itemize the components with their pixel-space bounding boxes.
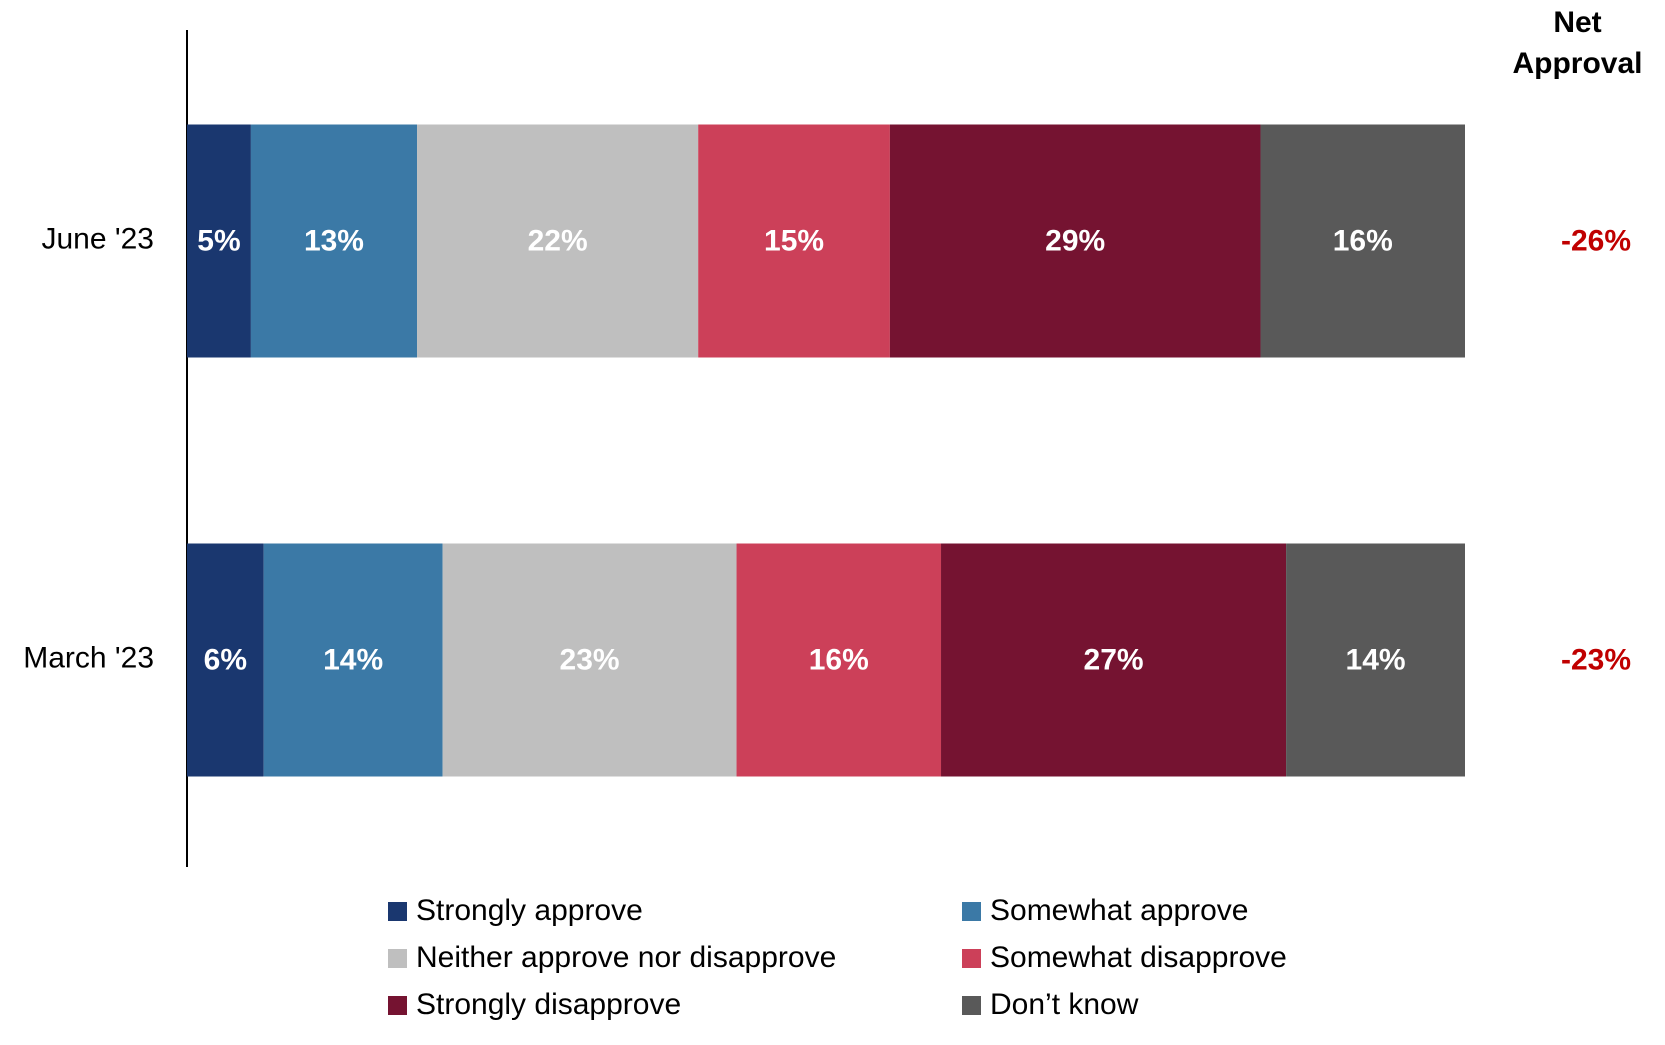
legend-item-strongly-disapprove: Strongly disapprove [388,988,681,1022]
data-label-june-23-strongly-disapprove: 29% [1045,225,1105,258]
legend-swatch-somewhat-disapprove [962,948,981,968]
bar-march-23-strongly-approve [187,543,264,777]
data-label-march-23-strongly-approve: 6% [204,644,247,677]
data-label-march-23-somewhat-disapprove: 16% [809,644,869,677]
bar-layer: 5% 13% 22% 15% 29% 16% 6% 14% 23% 16% 27% 14% [187,124,1465,777]
data-label-june-23-don-t-know: 16% [1333,225,1393,258]
legend-swatch-somewhat-approve [962,901,981,921]
bar-march-23-somewhat-disapprove [736,543,942,777]
legend-item-strongly-approve: Strongly approve [388,894,643,928]
bar-june-23-somewhat-disapprove [698,124,890,358]
net-approval-values: -26% -23% [1561,225,1631,677]
category-labels: June '23 March '23 [23,223,154,675]
legend-item-somewhat-approve: Somewhat approve [962,894,1249,928]
legend-label-somewhat-approve: Somewhat approve [990,894,1249,927]
bar-june-23-strongly-approve [187,124,251,358]
bar-june-23-strongly-disapprove [889,124,1261,358]
bar-june-23-somewhat-approve [250,124,418,358]
legend-label-strongly-disapprove: Strongly disapprove [416,988,682,1021]
legend-label-strongly-approve: Strongly approve [416,894,643,927]
data-label-june-23-somewhat-approve: 13% [304,225,364,258]
legend-label-somewhat-disapprove: Somewhat disapprove [990,941,1287,974]
data-label-march-23-strongly-disapprove: 27% [1084,644,1144,677]
bar-march-23-neither-approve-nor-disapprove [442,543,737,777]
data-label-march-23-don-t-know: 14% [1346,644,1406,677]
data-label-march-23-neither-approve-nor-disapprove: 23% [560,644,620,677]
legend-item-neither-approve-nor-disapprove: Neither approve nor disapprove [388,941,836,975]
legend-swatch-strongly-disapprove [388,995,407,1015]
category-label-march-23: March '23 [23,642,154,675]
net-approval-june-23: -26% [1561,225,1631,258]
net-approval-march-23: -23% [1561,644,1631,677]
legend-label-neither-approve-nor-disapprove: Neither approve nor disapprove [416,941,837,974]
data-label-june-23-somewhat-disapprove: 15% [764,225,824,258]
data-label-june-23-strongly-approve: 5% [197,225,240,258]
legend-label-don-t-know: Don’t know [990,988,1139,1021]
legend-item-somewhat-disapprove: Somewhat disapprove [962,941,1287,975]
legend-swatch-neither-approve-nor-disapprove [388,948,407,968]
net-approval-header-line2: Approval [1512,47,1643,80]
bar-march-23-don-t-know [1286,543,1465,777]
category-label-june-23: June '23 [42,223,155,256]
bar-march-23-strongly-disapprove [941,543,1287,777]
bar-june-23-neither-approve-nor-disapprove [417,124,699,358]
net-approval-header: Net Approval [1490,2,1665,84]
legend-swatch-don-t-know [962,995,981,1015]
data-label-march-23-somewhat-approve: 14% [323,644,383,677]
bar-june-23-don-t-know [1260,124,1465,358]
data-label-june-23-neither-approve-nor-disapprove: 22% [528,225,588,258]
legend-item-don-t-know: Don’t know [962,988,1138,1022]
legend-swatch-strongly-approve [388,901,407,921]
net-approval-header-line1: Net [1553,6,1602,39]
bar-march-23-somewhat-approve [263,543,443,777]
